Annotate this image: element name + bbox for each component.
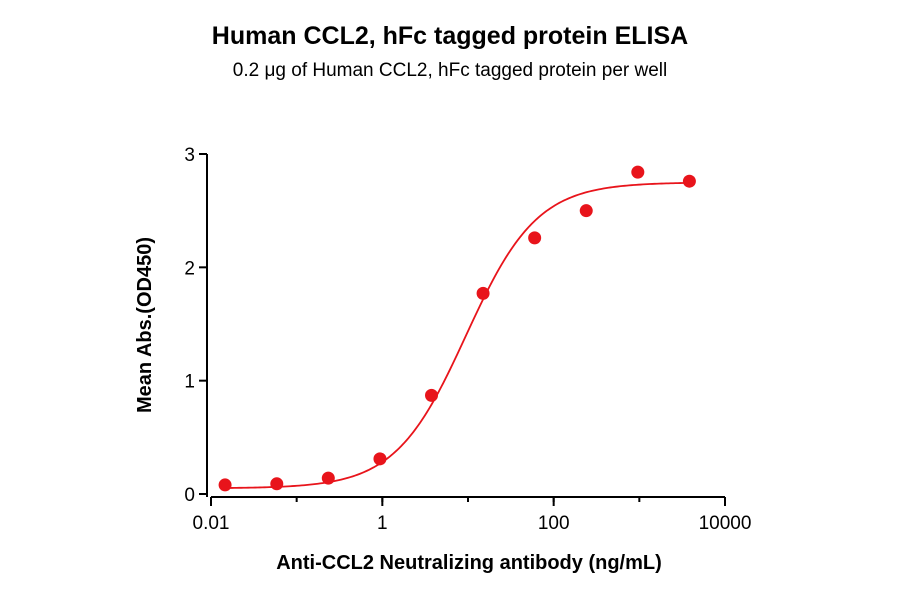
data-points: [218, 165, 696, 492]
y-tick-label: 1: [184, 372, 195, 393]
axes: [206, 154, 725, 498]
data-point: [579, 204, 593, 218]
x-tick-label: 0.01: [193, 513, 230, 534]
y-tick-label: 0: [184, 485, 195, 506]
x-tick-label: 10000: [699, 513, 752, 534]
y-axis-title: Mean Abs.(OD450): [134, 237, 156, 413]
x-tick-label: 100: [538, 513, 570, 534]
fit-curve-layer: [225, 181, 690, 489]
x-axis-title: Anti-CCL2 Neutralizing antibody (ng/mL): [276, 552, 662, 574]
chart-subtitle: 0.2 μg of Human CCL2, hFc tagged protein…: [232, 60, 668, 81]
chart-title: Human CCL2, hFc tagged protein ELISA: [211, 22, 689, 50]
data-point: [270, 477, 284, 491]
fit-curve: [225, 181, 690, 489]
y-tick-label: 3: [184, 145, 195, 166]
data-point: [425, 388, 439, 402]
data-point: [321, 471, 335, 485]
x-tick-label: 1: [377, 513, 388, 534]
data-point: [631, 165, 645, 179]
data-point: [528, 231, 542, 245]
ticks: 0 1 2 3 0.01 1 100 10000: [184, 145, 751, 534]
data-point: [476, 286, 490, 300]
data-point: [373, 452, 387, 466]
data-point: [682, 174, 696, 188]
y-tick-label: 2: [184, 258, 195, 279]
data-point: [218, 478, 232, 492]
